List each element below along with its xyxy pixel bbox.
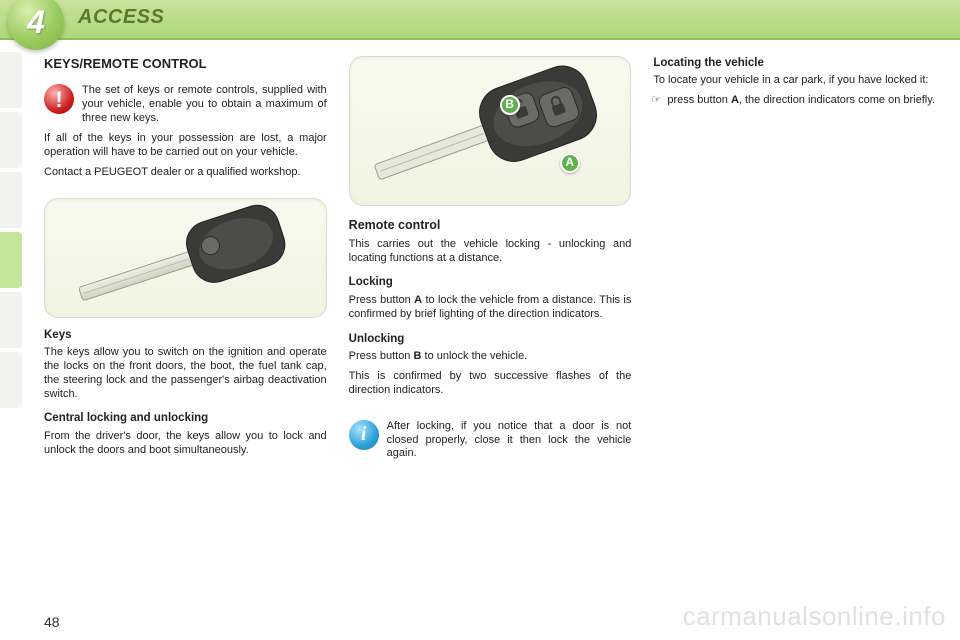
unlocking-line1: Press button B to unlock the vehicle. [349, 350, 632, 364]
dealer-paragraph: Contact a PEUGEOT dealer or a qualified … [44, 166, 327, 180]
side-tab [0, 292, 22, 348]
remote-illustration [350, 57, 631, 206]
locate-heading: Locating the vehicle [653, 56, 936, 70]
side-tab-active [0, 232, 22, 288]
central-heading: Central locking and unlocking [44, 411, 327, 425]
unlocking-line2: This is confirmed by two successive flas… [349, 370, 632, 398]
keys-lost-paragraph: If all of the keys in your possession ar… [44, 132, 327, 160]
chapter-title: ACCESS [78, 6, 164, 29]
manual-page: 4 ACCESS KEYS/REMOTE CONTROL ! The set o… [0, 0, 960, 640]
side-tab [0, 52, 22, 108]
info-icon: i [349, 420, 379, 450]
side-tab [0, 112, 22, 168]
side-tab [0, 352, 22, 408]
locking-heading: Locking [349, 275, 632, 289]
remote-heading: Remote control [349, 218, 632, 234]
info-text: After locking, if you notice that a door… [387, 420, 632, 462]
badge-b: B [500, 95, 520, 115]
locate-intro: To locate your vehicle in a car park, if… [653, 74, 936, 88]
alert-text: The set of keys or remote controls, supp… [82, 84, 327, 126]
central-body: From the driver's door, the keys allow y… [44, 430, 327, 458]
content-grid: KEYS/REMOTE CONTROL ! The set of keys or… [44, 56, 936, 610]
unlocking-heading: Unlocking [349, 332, 632, 346]
side-tab [0, 172, 22, 228]
column-3: Locating the vehicle To locate your vehi… [653, 56, 936, 610]
chapter-number: 4 [27, 4, 45, 41]
remote-body: This carries out the vehicle locking - u… [349, 238, 632, 266]
column-2: A B Remote control This carries out the … [349, 56, 632, 610]
info-block: i After locking, if you notice that a do… [349, 420, 632, 462]
key-illustration [45, 199, 326, 318]
keys-heading: Keys [44, 328, 327, 342]
locate-list: press button A, the direction indicators… [653, 94, 936, 108]
column-1: KEYS/REMOTE CONTROL ! The set of keys or… [44, 56, 327, 610]
keys-remote-title: KEYS/REMOTE CONTROL [44, 56, 327, 72]
remote-figure: A B [349, 56, 632, 206]
badge-a: A [560, 153, 580, 173]
locking-body: Press button A to lock the vehicle from … [349, 294, 632, 322]
side-tabs [0, 52, 30, 640]
chapter-badge: 4 [8, 0, 64, 50]
page-number: 48 [44, 614, 60, 630]
locate-item: press button A, the direction indicators… [667, 94, 936, 108]
alert-block: ! The set of keys or remote controls, su… [44, 84, 327, 126]
warning-icon: ! [44, 84, 74, 114]
keys-body: The keys allow you to switch on the igni… [44, 346, 327, 401]
key-figure-plain [44, 198, 327, 318]
